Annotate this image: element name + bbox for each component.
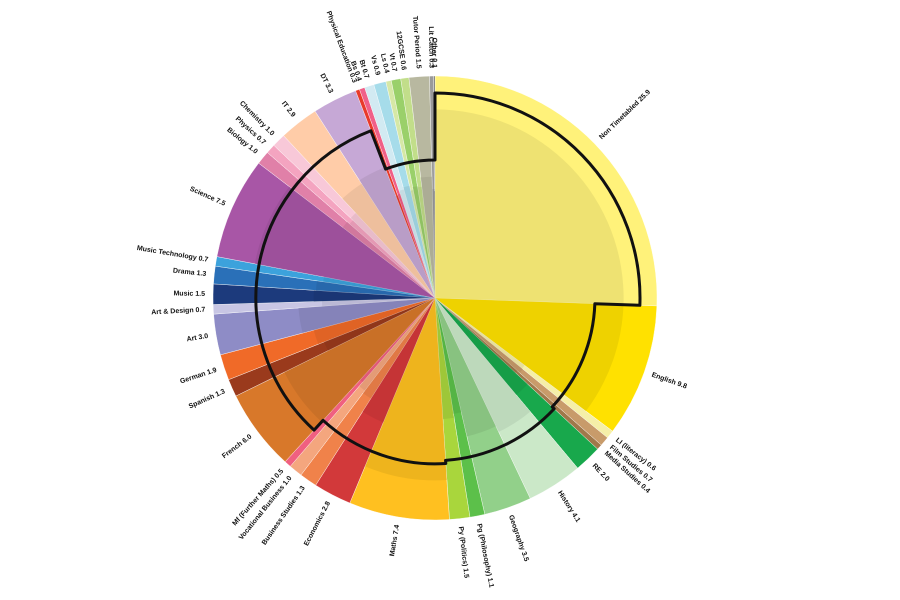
slice-label: Vt 0.7 <box>387 53 397 73</box>
slice-label: IT 2.9 <box>280 100 297 119</box>
slice-label: Geography 3.5 <box>507 514 530 562</box>
pie-inner-wedge <box>365 298 447 481</box>
pie-inner-wedge <box>435 298 518 373</box>
pie-inner-wedge <box>313 290 435 302</box>
pie-inner-wedge <box>342 221 435 298</box>
pie-inner-wedge <box>435 298 455 420</box>
pie-inner-wedge <box>359 298 435 391</box>
slice-label: Spanish 1.3 <box>188 388 227 410</box>
pie-inner-wedge <box>399 189 435 298</box>
pie-inner-wedge <box>284 298 435 422</box>
slice-label: Non Timetabled 25.9 <box>598 89 652 141</box>
pie-inner-wedge <box>435 298 525 369</box>
pie-inner-wedge <box>397 193 435 298</box>
pie-inner-wedge <box>435 298 496 437</box>
pie-inner-wedge <box>315 280 435 298</box>
slice-label: RE 2.0 <box>591 463 611 483</box>
pie-inner-wedge <box>403 185 435 298</box>
pie-inner-wedge <box>435 298 531 432</box>
pie-inner-wedge <box>435 298 528 395</box>
slice-label: History 4.1 <box>556 490 581 524</box>
pie-inner-wedge <box>360 298 435 383</box>
pie-inner-wedge <box>435 298 462 414</box>
slice-label: German 1.9 <box>179 367 218 386</box>
pie-inner-wedge <box>432 189 435 298</box>
pie-inner-wedge <box>254 186 435 298</box>
pie-inner-wedge <box>417 186 435 298</box>
slice-label: Music 1.5 <box>173 290 205 298</box>
pie-inner-wedge <box>420 176 435 298</box>
slice-label: English 9.8 <box>651 372 688 391</box>
slice-label: Tutor Period 1.5 <box>411 16 422 69</box>
pie-inner-wedge <box>362 298 435 423</box>
pie-inner-wedge <box>349 220 435 298</box>
pie-inner-wedge <box>412 186 435 298</box>
slice-label: Py (Politics) 1.5 <box>457 526 470 578</box>
pie-inner-wedge <box>323 276 435 298</box>
pie-inner-wedge <box>363 298 435 399</box>
pie-inner-wedge <box>298 298 435 334</box>
slice-label: Drama 1.3 <box>173 268 207 278</box>
slice-label: DT 3.3 <box>318 73 334 95</box>
group-outline-path <box>254 91 642 466</box>
pie-inner-wedge <box>322 298 435 307</box>
slice-label: Music Technology 0.7 <box>136 245 208 264</box>
pie-inner-wedge <box>435 109 624 305</box>
slice-label: Business Studies 1.3 <box>261 485 307 547</box>
slice-label: Economics 2.8 <box>303 500 332 547</box>
pie-inner-wedge <box>435 298 523 373</box>
pie-inner-wedge <box>410 190 435 298</box>
slice-label: Art 3.0 <box>186 333 209 344</box>
slice-label: Maths 7.4 <box>389 524 401 557</box>
pie-inner-wedge <box>435 298 624 412</box>
slice-label: Art & Design 0.7 <box>151 307 205 317</box>
pie-inner-wedge <box>313 298 435 345</box>
slice-label: Science 7.5 <box>189 186 227 208</box>
pie-inner-wedge <box>359 167 435 298</box>
slice-label: Lit Catch 0.3 <box>427 26 435 68</box>
pie-inner-wedge <box>350 213 435 298</box>
pie-inner-wedge <box>342 183 435 298</box>
pie-inner-wedges <box>254 109 624 481</box>
pie-inner-wedge <box>324 298 435 351</box>
slice-label: Other 0.1 <box>430 38 437 68</box>
pie-inner-wedge <box>434 191 435 298</box>
pie-inner-wedge <box>396 195 435 298</box>
slice-label: Vs 0.9 <box>369 55 381 76</box>
group-outline <box>254 91 642 466</box>
slice-label: Ls 0.4 <box>379 53 390 74</box>
slice-label: Pg (Philosophy) 1.1 <box>475 523 494 588</box>
slice-label: French 6.0 <box>221 433 253 460</box>
